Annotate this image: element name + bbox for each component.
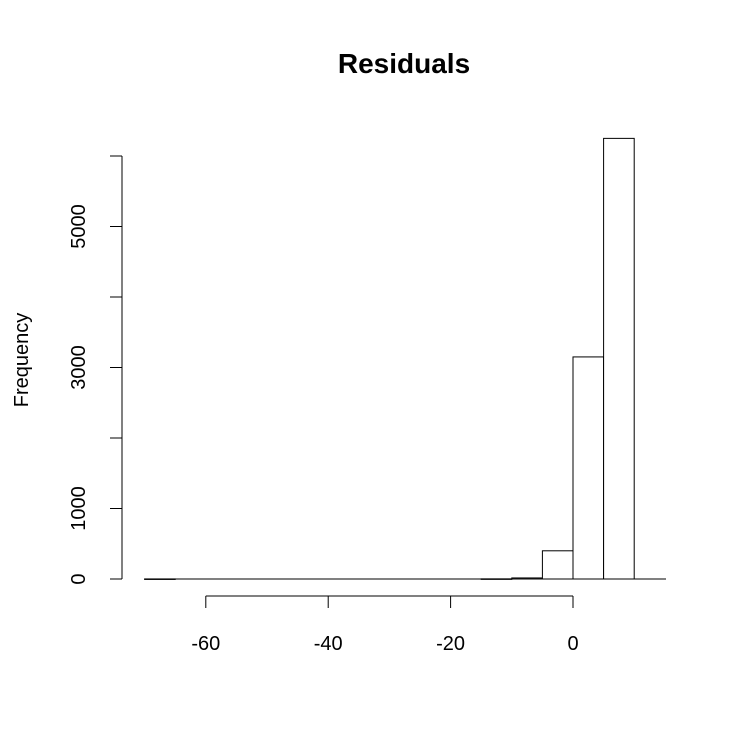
- x-tick-label: -40: [314, 633, 343, 655]
- y-axis-label: Frequency: [11, 313, 33, 408]
- y-tick-label: 1000: [68, 486, 90, 531]
- histogram-bar: [511, 577, 543, 580]
- x-tick-label: -60: [191, 633, 220, 655]
- x-axis: -60 -40 -20 0: [191, 595, 579, 655]
- histogram-bar: [572, 356, 605, 580]
- y-axis: 0 1000 3000 5000: [68, 155, 123, 585]
- y-tick-label: 0: [68, 573, 90, 584]
- y-tick-label: 5000: [68, 204, 90, 249]
- y-tick-label: 3000: [68, 345, 90, 390]
- histogram-bar: [541, 550, 574, 580]
- histogram-bar: [480, 578, 513, 580]
- bars-group: [144, 137, 666, 580]
- chart-title: Residuals: [338, 48, 470, 79]
- x-tick-label: -20: [436, 633, 465, 655]
- x-tick-label: 0: [567, 633, 578, 655]
- histogram-bar: [603, 137, 635, 580]
- histogram-bar: [144, 578, 176, 580]
